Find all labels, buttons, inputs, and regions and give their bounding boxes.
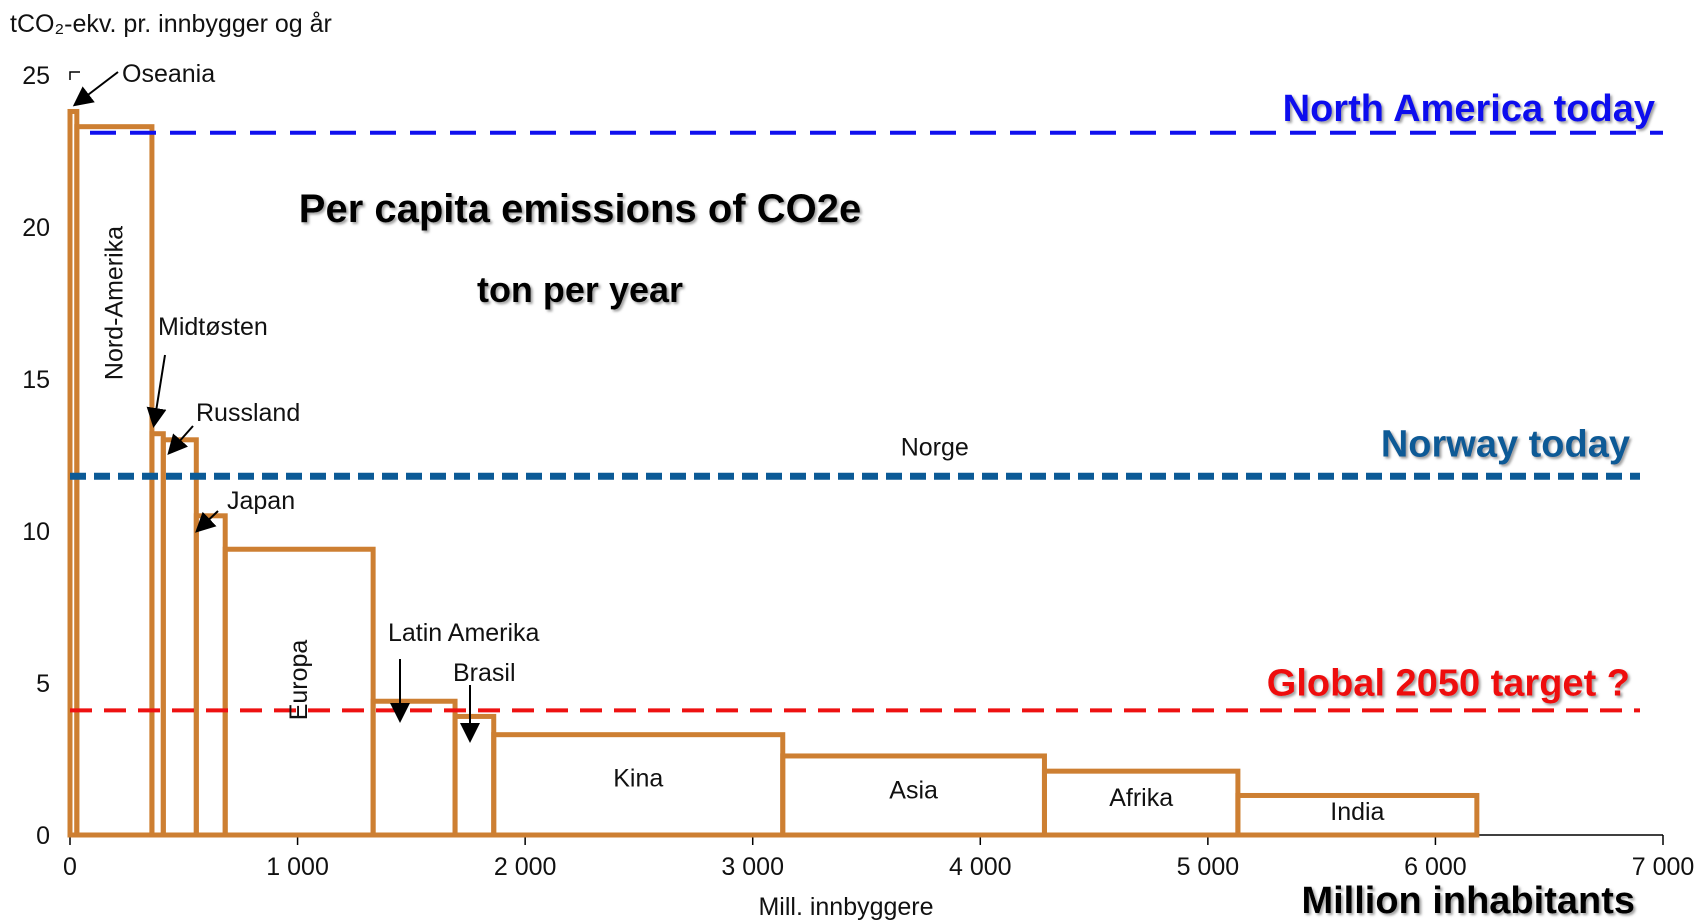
reference-lines: North America today Norway today Norge Glob…	[70, 88, 1663, 713]
region-bar	[370, 698, 458, 838]
region-bar	[452, 713, 497, 838]
region-label: Russland	[196, 399, 300, 427]
callout-arrow	[195, 510, 219, 533]
x-axis-label-english: Million inhabitants	[1301, 880, 1635, 922]
oseania-bracket	[69, 71, 80, 80]
region-bar	[1235, 792, 1480, 838]
y-tick-label: 0	[36, 822, 50, 850]
region-label: Kina	[613, 764, 663, 792]
x-tick-label: 4 000	[949, 853, 1012, 881]
region-label: Brasil	[453, 659, 516, 687]
region-label: Nord-Amerika	[100, 226, 128, 380]
callout-arrow	[167, 425, 194, 455]
region-label: Latin Amerika	[388, 619, 540, 647]
region-label: India	[1330, 798, 1384, 826]
x-axis: 0 1 000 2 000 3 000 4 000 5 000 6 000 7 000	[63, 835, 1694, 881]
y-axis-label: tCO₂-ekv. pr. innbygger og år	[10, 10, 332, 38]
region-label: Japan	[227, 487, 295, 515]
x-axis-label: Mill. innbyggere	[758, 893, 933, 921]
x-tick-label: 5 000	[1177, 853, 1240, 881]
y-tick-label: 5	[36, 670, 50, 698]
x-tick-label: 1 000	[266, 853, 329, 881]
region-labels: Nord-Amerika Europa Kina Asia Afrika India Ose…	[100, 60, 1384, 826]
x-tick-label: 6 000	[1404, 853, 1467, 881]
y-tick-label: 15	[22, 366, 50, 394]
x-tick-label: 7 000	[1632, 853, 1695, 881]
region-label: Midtøsten	[158, 313, 268, 341]
x-tick-label: 3 000	[721, 853, 784, 881]
region-label: Asia	[889, 777, 938, 805]
y-tick-label: 20	[22, 214, 50, 242]
chart-subtitle: ton per year	[477, 269, 683, 310]
reference-line-inline-label: Norge	[901, 433, 969, 461]
region-label: Oseania	[122, 60, 215, 88]
region-label: Afrika	[1109, 784, 1173, 812]
y-axis: 0 5 10 15 20 25	[22, 62, 50, 850]
x-tick-label: 2 000	[494, 853, 557, 881]
chart-title: Per capita emissions of CO2e	[299, 187, 861, 231]
reference-line-label: Global 2050 target ?	[1267, 662, 1630, 704]
callout-arrows	[69, 71, 480, 743]
region-bar	[160, 437, 199, 838]
x-tick-label: 0	[63, 853, 77, 881]
y-tick-label: 25	[22, 62, 50, 90]
callout-arrow	[146, 354, 167, 428]
reference-line-label: Norway today	[1381, 423, 1630, 465]
region-label: Europa	[285, 640, 313, 721]
region-bar	[222, 546, 376, 838]
callout-arrow	[72, 71, 119, 107]
y-tick-label: 10	[22, 518, 50, 546]
region-bar	[193, 513, 228, 838]
reference-line-label: North America today	[1283, 88, 1655, 130]
